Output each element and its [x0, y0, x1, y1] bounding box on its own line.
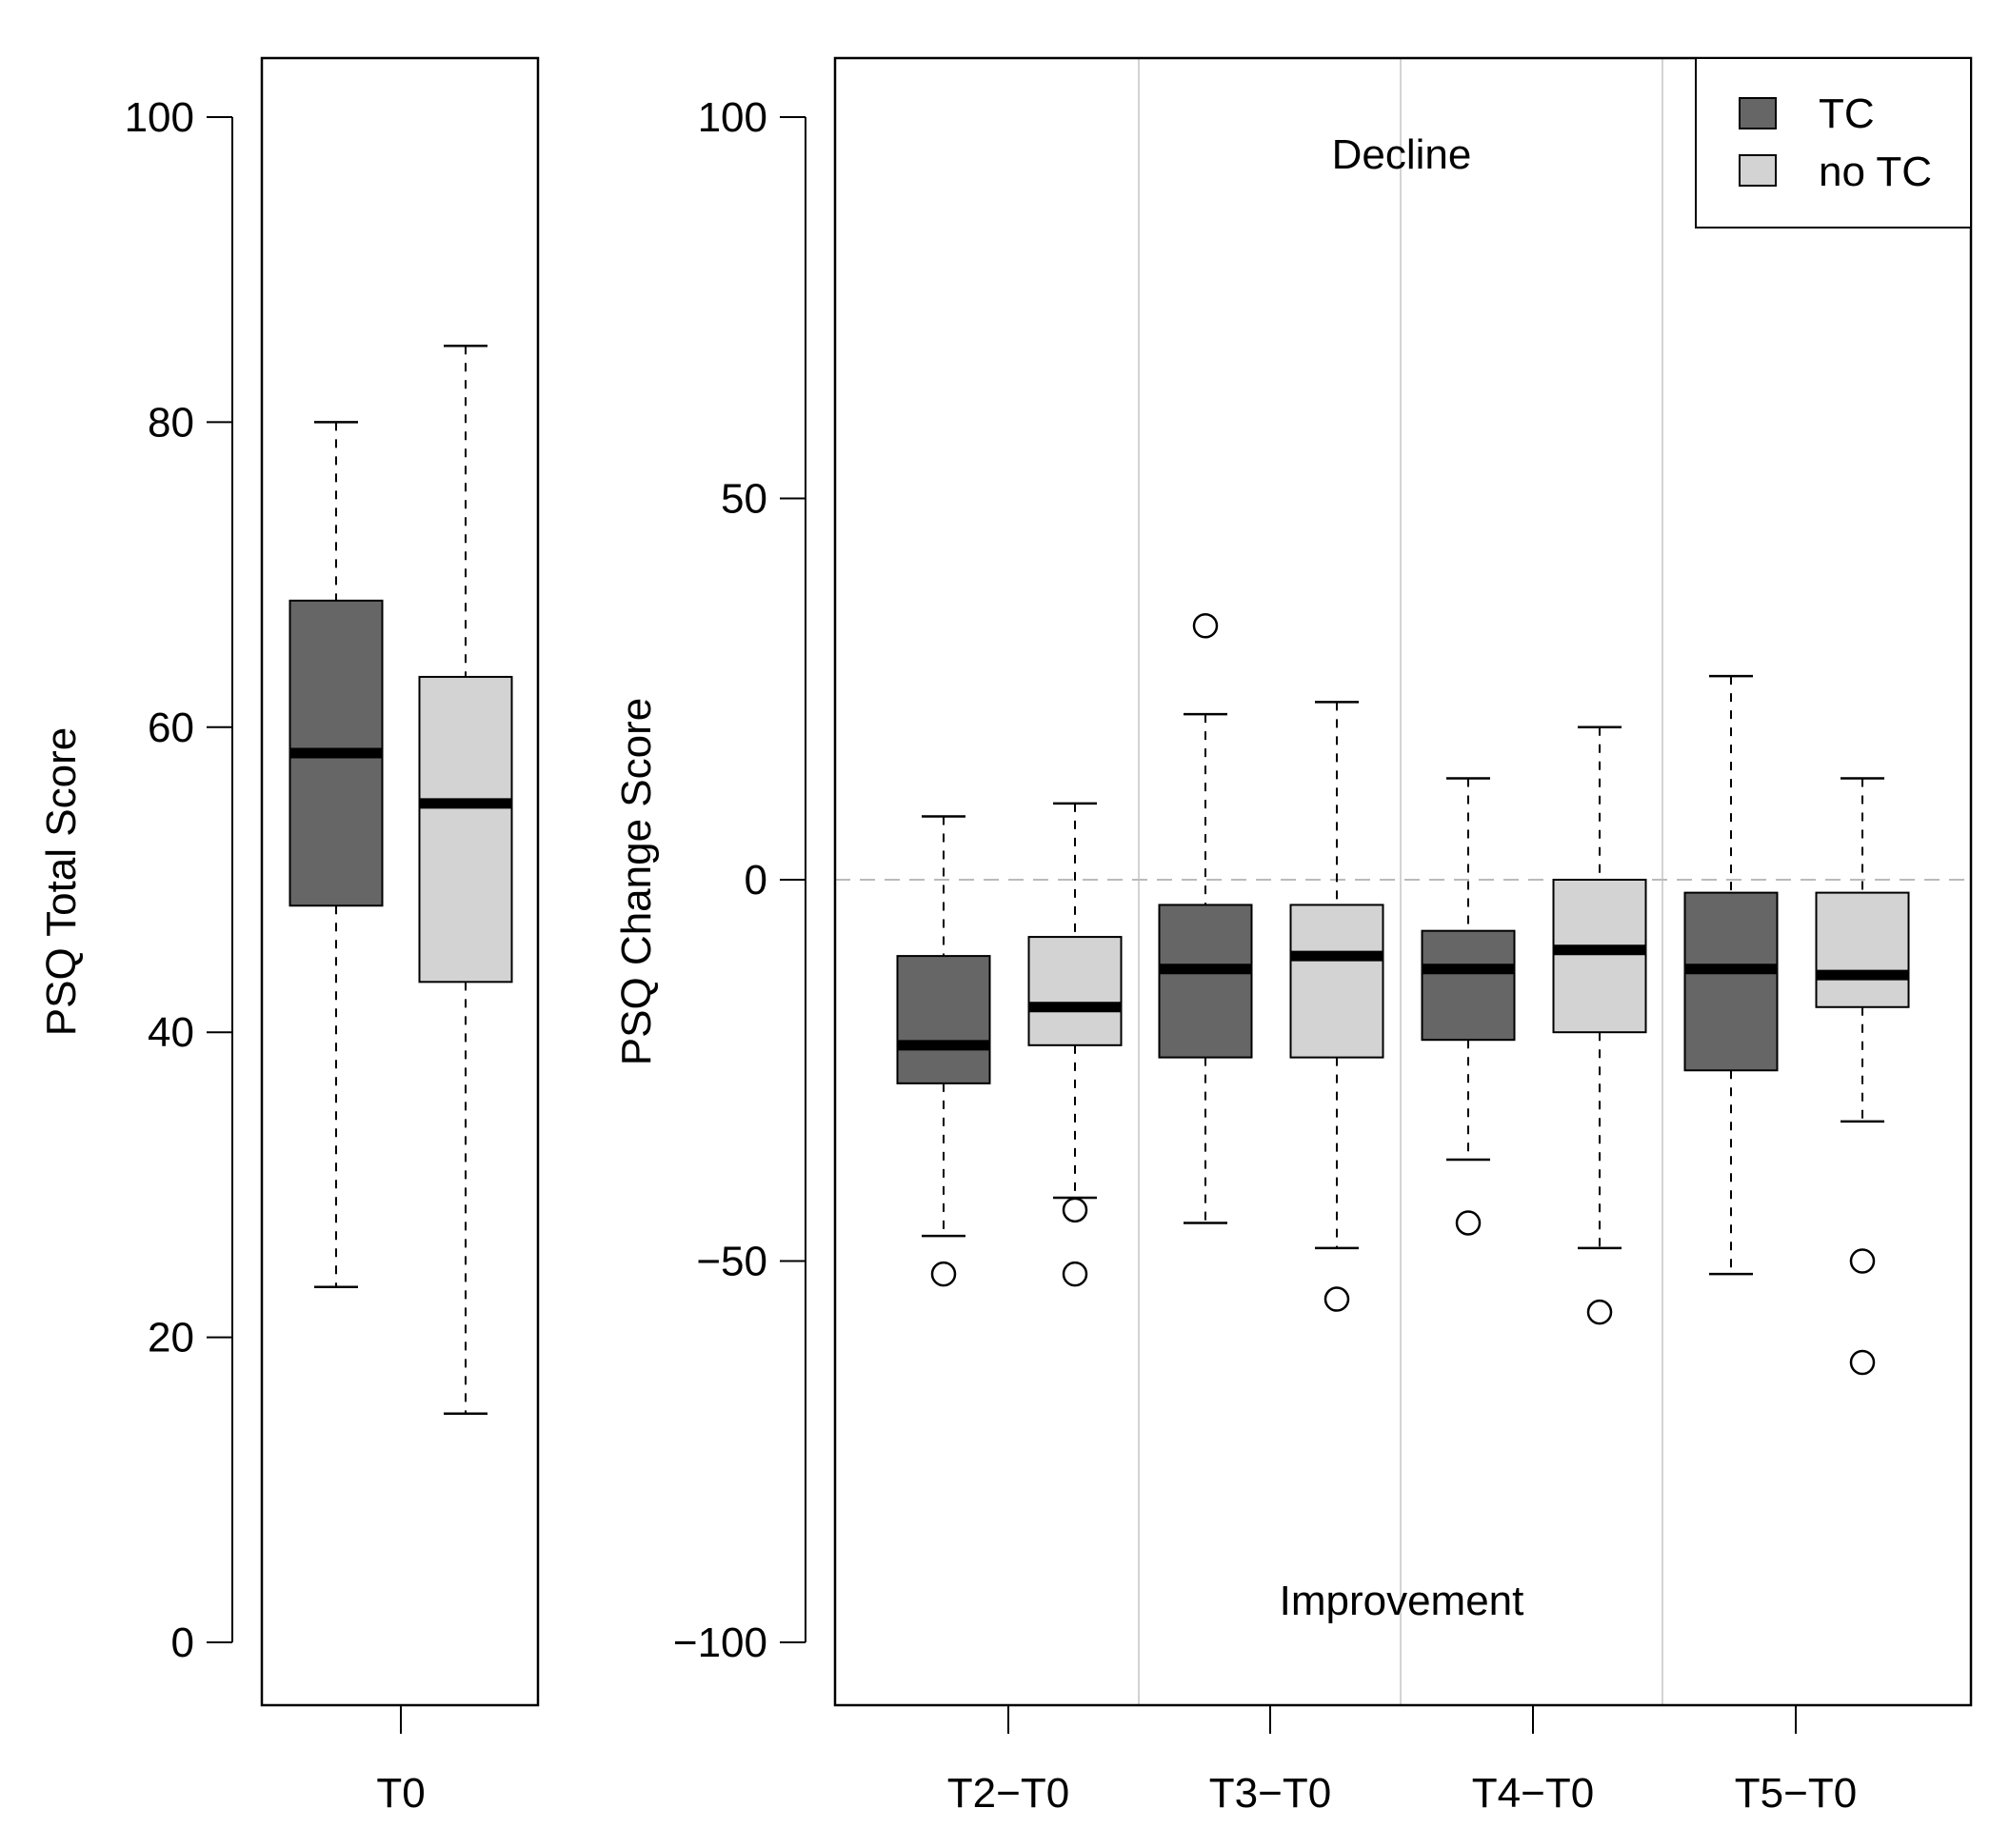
right-t5-t0-tc-box [1683, 891, 1779, 1072]
left-y-tick-label: 100 [125, 94, 194, 141]
right-t4-t0-tc-outlier-1 [1455, 1210, 1482, 1236]
right-panel-change-score: −100 −50 0 50 100 T2−T0 T3−T0 T4−T0 T5−T0 PSQ C… [613, 56, 1973, 1817]
left-y-axis-label: PSQ Total Score [38, 727, 85, 1036]
legend-label-no-tc: no TC [1819, 149, 1932, 195]
left-t0-tc-boxplot [289, 421, 384, 1288]
right-y-tick-label: −100 [673, 1619, 767, 1666]
right-t4-t0-tc-boxplot [1421, 777, 1516, 1236]
right-x-axis: T2−T0 T3−T0 T4−T0 T5−T0 [947, 1705, 1857, 1817]
left-y-tick-label: 80 [148, 399, 194, 446]
right-t5-t0-no-tc-outlier-2 [1849, 1349, 1876, 1376]
right-t3-t0-no-tc-box [1289, 904, 1384, 1059]
legend-swatch-tc [1739, 97, 1777, 129]
right-t3-t0-tc-outlier-1 [1192, 613, 1219, 639]
right-t4-t0-no-tc-box [1552, 879, 1647, 1034]
right-y-tick-label: 50 [721, 476, 767, 523]
left-panel-marks [289, 345, 513, 1415]
right-x-tick-label: T3−T0 [1209, 1770, 1331, 1817]
right-t4-t0-no-tc-outlier-1 [1586, 1299, 1613, 1325]
right-plot-frame [833, 56, 1973, 1707]
right-y-tick-label: 100 [698, 94, 767, 141]
right-x-tick-label: T2−T0 [947, 1770, 1069, 1817]
annotation-improvement: Improvement [1280, 1578, 1524, 1624]
right-t4-t0-tc-box [1421, 929, 1516, 1042]
right-t3-t0-no-tc-outlier-1 [1323, 1286, 1350, 1312]
right-t2-t0-no-tc-boxplot [1027, 802, 1123, 1287]
right-y-tick-label: −50 [696, 1239, 767, 1285]
right-t2-t0-no-tc-outlier-1 [1062, 1197, 1088, 1223]
left-x-axis: T0 [376, 1705, 426, 1817]
left-y-tick-label: 20 [148, 1315, 194, 1361]
right-t5-t0-tc-boxplot [1683, 674, 1779, 1276]
right-t2-t0-tc-outlier-1 [930, 1261, 957, 1287]
legend-frame [1695, 57, 1972, 229]
right-y-axis: −100 −50 0 50 100 [673, 94, 806, 1666]
right-t5-t0-no-tc-box [1815, 891, 1910, 1008]
right-panel-marks [896, 613, 1910, 1376]
left-y-tick-label: 60 [148, 705, 194, 751]
right-t3-t0-tc-box [1158, 904, 1253, 1059]
left-panel-total-score: 0 20 40 60 80 100 T0 PSQ Total Score [38, 56, 540, 1817]
right-t3-t0-no-tc-boxplot [1289, 701, 1384, 1312]
right-y-axis-label: PSQ Change Score [613, 698, 660, 1065]
legend-label-tc: TC [1819, 90, 1875, 137]
left-x-tick-label: T0 [376, 1770, 425, 1817]
left-y-axis: 0 20 40 60 80 100 [125, 94, 233, 1666]
left-y-tick-label: 0 [171, 1619, 194, 1666]
legend-swatch-no-tc [1739, 154, 1777, 187]
left-t0-no-tc-box [418, 675, 513, 984]
right-t2-t0-no-tc-outlier-2 [1062, 1261, 1088, 1287]
left-t0-no-tc-boxplot [418, 345, 513, 1415]
legend: TC no TC [1695, 57, 1972, 229]
group-separators [1138, 58, 1663, 1705]
right-t5-t0-no-tc-boxplot [1815, 777, 1910, 1376]
right-t2-t0-tc-box [896, 955, 991, 1084]
annotation-decline: Decline [1332, 131, 1472, 178]
right-t2-t0-no-tc-box [1027, 936, 1123, 1046]
right-y-tick-label: 0 [745, 857, 767, 904]
right-t3-t0-tc-boxplot [1158, 613, 1253, 1224]
right-t5-t0-no-tc-outlier-1 [1849, 1248, 1876, 1274]
right-x-tick-label: T4−T0 [1472, 1770, 1594, 1817]
right-t2-t0-tc-boxplot [896, 815, 991, 1287]
right-t4-t0-no-tc-boxplot [1552, 725, 1647, 1325]
left-y-tick-label: 40 [148, 1009, 194, 1056]
right-x-tick-label: T5−T0 [1735, 1770, 1857, 1817]
